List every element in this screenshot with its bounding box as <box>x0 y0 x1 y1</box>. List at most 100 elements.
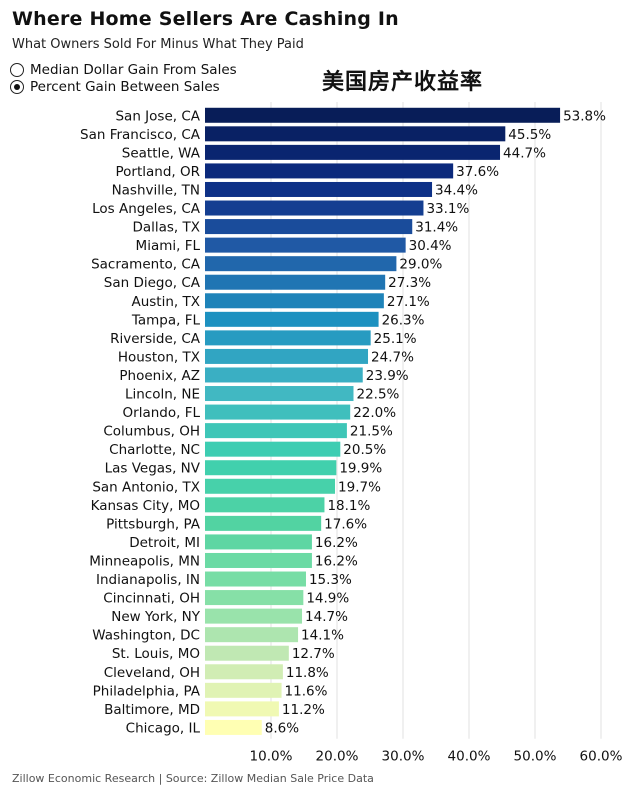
x-tick-label: 20.0% <box>316 749 359 765</box>
value-label: 24.7% <box>371 349 414 365</box>
bar <box>205 460 337 476</box>
chart-title: Where Home Sellers Are Cashing In <box>12 8 399 30</box>
category-label: Chicago, IL <box>126 720 201 736</box>
value-label: 53.8% <box>563 108 606 124</box>
bar <box>205 126 506 142</box>
value-label: 11.6% <box>285 683 328 699</box>
bar <box>205 441 341 457</box>
bar <box>205 163 454 179</box>
value-label: 17.6% <box>324 516 367 532</box>
value-label: 45.5% <box>508 127 551 143</box>
category-label: San Antonio, TX <box>92 479 200 495</box>
x-tick-label: 40.0% <box>448 749 491 765</box>
category-label: Seattle, WA <box>122 145 201 161</box>
value-label: 16.2% <box>315 553 358 569</box>
radio-button-icon[interactable] <box>10 63 24 77</box>
category-label: New York, NY <box>111 609 200 625</box>
category-label: Orlando, FL <box>123 405 201 421</box>
bar <box>205 330 371 346</box>
category-label: Riverside, CA <box>110 331 201 347</box>
category-label: Indianapolis, IN <box>96 572 200 588</box>
value-label: 14.7% <box>305 609 348 625</box>
category-label: Kansas City, MO <box>91 498 200 514</box>
category-label: Columbus, OH <box>103 424 200 440</box>
bar <box>205 571 306 587</box>
radio-button-selected-icon[interactable] <box>10 80 24 94</box>
bar <box>205 478 336 494</box>
bar <box>205 404 351 420</box>
category-label: Charlotte, NC <box>109 442 200 458</box>
value-label: 19.9% <box>339 461 382 477</box>
value-label: 20.5% <box>343 442 386 458</box>
bar <box>205 311 379 327</box>
category-label: Cincinnati, OH <box>103 591 200 607</box>
x-tick-label: 60.0% <box>580 749 623 765</box>
bar <box>205 627 299 643</box>
bar <box>205 219 413 235</box>
source-footer: Zillow Economic Research | Source: Zillo… <box>12 772 374 785</box>
bar <box>205 386 354 402</box>
value-label: 25.1% <box>374 331 417 347</box>
value-label: 15.3% <box>309 572 352 588</box>
chinese-title: 美国房产收益率 <box>322 70 484 95</box>
x-tick-label: 30.0% <box>382 749 425 765</box>
value-label: 12.7% <box>292 646 335 662</box>
category-label: Sacramento, CA <box>91 257 201 273</box>
value-label: 21.5% <box>350 424 393 440</box>
metric-option-label: Percent Gain Between Sales <box>30 79 220 95</box>
value-label: 30.4% <box>409 238 452 254</box>
bar <box>205 181 433 197</box>
value-label: 18.1% <box>327 498 370 514</box>
category-label: Cleveland, OH <box>104 665 200 681</box>
value-label: 33.1% <box>426 201 469 217</box>
category-label: Los Angeles, CA <box>92 201 201 217</box>
metric-option-label: Median Dollar Gain From Sales <box>30 62 237 78</box>
category-label: Nashville, TN <box>112 182 200 198</box>
metric-option-dollar-gain[interactable]: Median Dollar Gain From Sales <box>10 62 237 78</box>
category-label: Pittsburgh, PA <box>106 516 201 532</box>
category-label: Detroit, MI <box>129 535 200 551</box>
bar <box>205 682 282 698</box>
category-label: Tampa, FL <box>131 312 201 328</box>
value-label: 22.0% <box>353 405 396 421</box>
bar <box>205 701 279 717</box>
category-label: Portland, OR <box>115 164 200 180</box>
value-label: 34.4% <box>435 182 478 198</box>
bar <box>205 423 347 439</box>
x-tick-label: 10.0% <box>250 749 293 765</box>
category-label: Houston, TX <box>118 349 200 365</box>
bar <box>205 719 262 735</box>
bar <box>205 645 289 661</box>
bar <box>205 534 312 550</box>
category-label: Miami, FL <box>136 238 201 254</box>
bar <box>205 274 386 290</box>
bar <box>205 552 312 568</box>
value-label: 16.2% <box>315 535 358 551</box>
value-label: 26.3% <box>382 312 425 328</box>
value-label: 14.9% <box>306 591 349 607</box>
category-label: San Diego, CA <box>104 275 201 291</box>
value-label: 11.2% <box>282 702 325 718</box>
value-label: 22.5% <box>357 387 400 403</box>
value-label: 23.9% <box>366 368 409 384</box>
value-label: 8.6% <box>265 720 299 736</box>
metric-option-percent-gain[interactable]: Percent Gain Between Sales <box>10 79 220 95</box>
category-label: Lincoln, NE <box>125 387 200 403</box>
bar <box>205 107 561 123</box>
bar <box>205 144 501 160</box>
value-label: 19.7% <box>338 479 381 495</box>
bar <box>205 293 384 309</box>
category-label: St. Louis, MO <box>112 646 200 662</box>
value-label: 27.3% <box>388 275 431 291</box>
bar <box>205 348 369 364</box>
bar <box>205 256 397 272</box>
bar-chart: San Jose, CA 53.8% San Francisco, CA 45.5% S… <box>80 102 623 765</box>
category-label: Dallas, TX <box>132 220 200 236</box>
value-label: 11.8% <box>286 665 329 681</box>
value-label: 14.1% <box>301 628 344 644</box>
value-label: 37.6% <box>456 164 499 180</box>
category-label: San Francisco, CA <box>80 127 201 143</box>
chart-subtitle: What Owners Sold For Minus What They Pai… <box>12 37 304 52</box>
bar <box>205 367 363 383</box>
bar <box>205 590 304 606</box>
